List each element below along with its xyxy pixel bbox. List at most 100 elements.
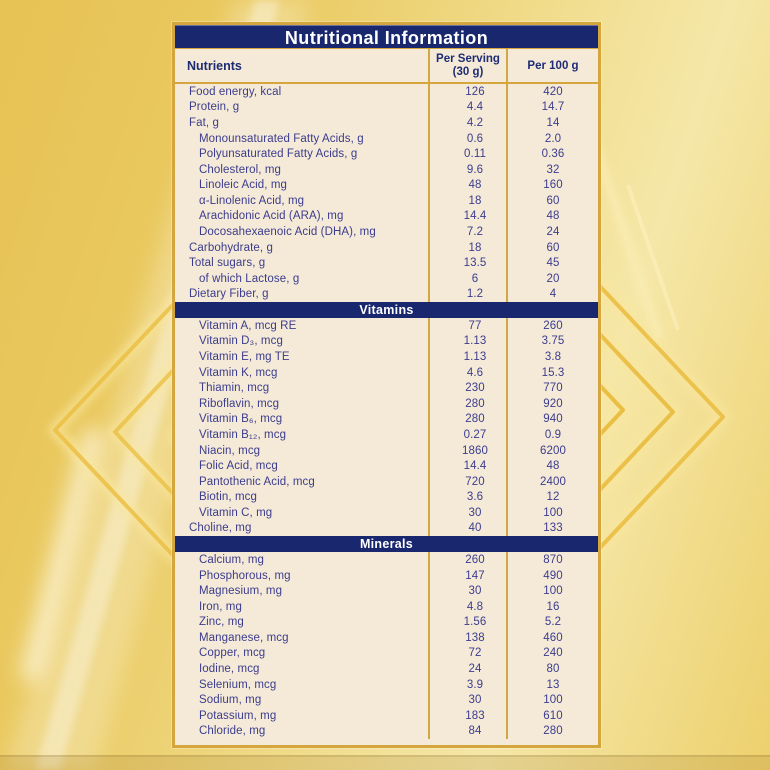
nutrient-label: Protein, g <box>189 101 240 114</box>
per-serving-value: 280 <box>428 395 506 412</box>
table-row: Phosphorous, mg 147 490 <box>175 567 598 584</box>
per-serving-value: 138 <box>428 630 506 646</box>
nutrient-label: Thiamin, mcg <box>199 382 270 395</box>
per-serving-value: 13.5 <box>428 255 506 271</box>
nutrient-label: Docosahexaenoic Acid (DHA), mg <box>199 225 376 238</box>
nutrient-label: Biotin, mcg <box>199 491 257 504</box>
table-row: Arachidonic Acid (ARA), mg 14.4 48 <box>175 208 598 225</box>
per-100g-value: 280 <box>506 723 598 740</box>
table-row: Copper, mcg 72 240 <box>175 645 598 662</box>
per-100g-value: 60 <box>506 239 598 256</box>
table-row: Total sugars, g 13.5 45 <box>175 255 598 271</box>
table-row: Iron, mg 4.8 16 <box>175 598 598 615</box>
nutrient-label: Copper, mcg <box>199 647 266 660</box>
per-serving-value: 1.13 <box>428 333 506 350</box>
per-serving-value: 1.2 <box>428 286 506 303</box>
per-100g-value: 16 <box>506 598 598 615</box>
table-row: α-Linolenic Acid, mg 18 60 <box>175 193 598 209</box>
per-serving-value: 183 <box>428 707 506 724</box>
nutrient-label: Calcium, mg <box>199 553 265 566</box>
table-row: Manganese, mcg 138 460 <box>175 630 598 646</box>
per-100g-value: 14.7 <box>506 99 598 116</box>
per-100g-value: 490 <box>506 567 598 584</box>
table-row: Docosahexaenoic Acid (DHA), mg 7.2 24 <box>175 224 598 240</box>
nutrient-label: Vitamin K, mcg <box>199 366 278 379</box>
nutrient-label: Arachidonic Acid (ARA), mg <box>199 210 344 223</box>
nutrient-label: Vitamin A, mcg RE <box>199 319 297 332</box>
nutrient-label: Choline, mg <box>189 522 252 535</box>
table-row: Sodium, mg 30 100 <box>175 692 598 708</box>
per-serving-value: 1.13 <box>428 349 506 365</box>
table-row: Food energy, kcal 126 420 <box>175 84 598 100</box>
per-serving-value: 18 <box>428 239 506 256</box>
nutrient-label: Iron, mg <box>199 600 242 613</box>
per-100g-value: 160 <box>506 177 598 194</box>
column-header-nutrients: Nutrients <box>187 58 242 73</box>
nutrient-label: Cholesterol, mg <box>199 163 282 176</box>
table-row: Pantothenic Acid, mcg 720 2400 <box>175 473 598 490</box>
per-serving-value: 1.56 <box>428 614 506 631</box>
per-serving-value: 24 <box>428 661 506 677</box>
per-serving-value: 48 <box>428 177 506 194</box>
per-100g-value: 14 <box>506 115 598 131</box>
per-serving-value: 1860 <box>428 442 506 459</box>
table-row: Monounsaturated Fatty Acids, g 0.6 2.0 <box>175 130 598 147</box>
table-row: Protein, g 4.4 14.7 <box>175 99 598 116</box>
per-serving-line2: (30 g) <box>452 65 484 78</box>
per-serving-value: 126 <box>428 84 506 100</box>
nutrient-label: Pantothenic Acid, mcg <box>199 475 315 488</box>
table-row: Vitamin D₃, mcg 1.13 3.75 <box>175 333 598 350</box>
nutrient-label: Linoleic Acid, mg <box>199 179 287 192</box>
per-serving-value: 14.4 <box>428 458 506 474</box>
per-100g-value: 100 <box>506 692 598 708</box>
per-100g-value: 870 <box>506 552 598 568</box>
section-header-vitamins: Vitamins <box>175 302 598 319</box>
per-serving-value: 3.6 <box>428 489 506 506</box>
nutrient-label: Carbohydrate, g <box>189 241 273 254</box>
nutrient-label: Magnesium, mg <box>199 585 283 598</box>
table-row: Vitamin K, mcg 4.6 15.3 <box>175 364 598 381</box>
per-100g-value: 3.75 <box>506 333 598 350</box>
nutrient-label: Vitamin C, mg <box>199 506 273 519</box>
per-serving-value: 3.9 <box>428 676 506 693</box>
per-100g-value: 100 <box>506 505 598 521</box>
per-100g-value: 80 <box>506 661 598 677</box>
per-serving-value: 40 <box>428 520 506 537</box>
per-100g-value: 12 <box>506 489 598 506</box>
nutrient-label: Phosphorous, mg <box>199 569 291 582</box>
table-row: Vitamin B₆, mcg 280 940 <box>175 411 598 428</box>
per-serving-value: 230 <box>428 380 506 396</box>
table-row: Vitamin E, mg TE 1.13 3.8 <box>175 349 598 365</box>
per-100g-value: 20 <box>506 270 598 287</box>
table-row: Calcium, mg 260 870 <box>175 552 598 568</box>
per-serving-value: 14.4 <box>428 208 506 225</box>
nutrient-label: α-Linolenic Acid, mg <box>199 194 305 207</box>
per-serving-value: 30 <box>428 505 506 521</box>
table-row: Magnesium, mg 30 100 <box>175 583 598 599</box>
per-100g-value: 32 <box>506 161 598 178</box>
nutrient-label: Potassium, mg <box>199 709 277 722</box>
table-body: Food energy, kcal 126 420 Protein, g 4.4 14.7… <box>175 84 598 745</box>
table-row: Vitamin C, mg 30 100 <box>175 505 598 521</box>
per-100g-value: 770 <box>506 380 598 396</box>
per-serving-value: 84 <box>428 723 506 740</box>
per-serving-line1: Per Serving <box>436 52 500 65</box>
nutrient-label: Food energy, kcal <box>189 85 282 98</box>
per-serving-value: 0.27 <box>428 427 506 443</box>
table-row: of which Lactose, g 6 20 <box>175 270 598 287</box>
per-100g-value: 420 <box>506 84 598 100</box>
per-100g-value: 2400 <box>506 473 598 490</box>
per-100g-value: 100 <box>506 583 598 599</box>
table-row: Biotin, mcg 3.6 12 <box>175 489 598 506</box>
column-header-per-100g: Per 100 g <box>506 49 598 82</box>
per-serving-value: 4.4 <box>428 99 506 116</box>
table-row: Fat, g 4.2 14 <box>175 115 598 131</box>
per-100g-value: 240 <box>506 645 598 662</box>
per-100g-value: 13 <box>506 676 598 693</box>
nutrient-label: Dietary Fiber, g <box>189 288 269 301</box>
table-row: Carbohydrate, g 18 60 <box>175 239 598 256</box>
nutrient-label: Monounsaturated Fatty Acids, g <box>199 132 364 145</box>
per-serving-value: 147 <box>428 567 506 584</box>
per-100g-value: 3.8 <box>506 349 598 365</box>
